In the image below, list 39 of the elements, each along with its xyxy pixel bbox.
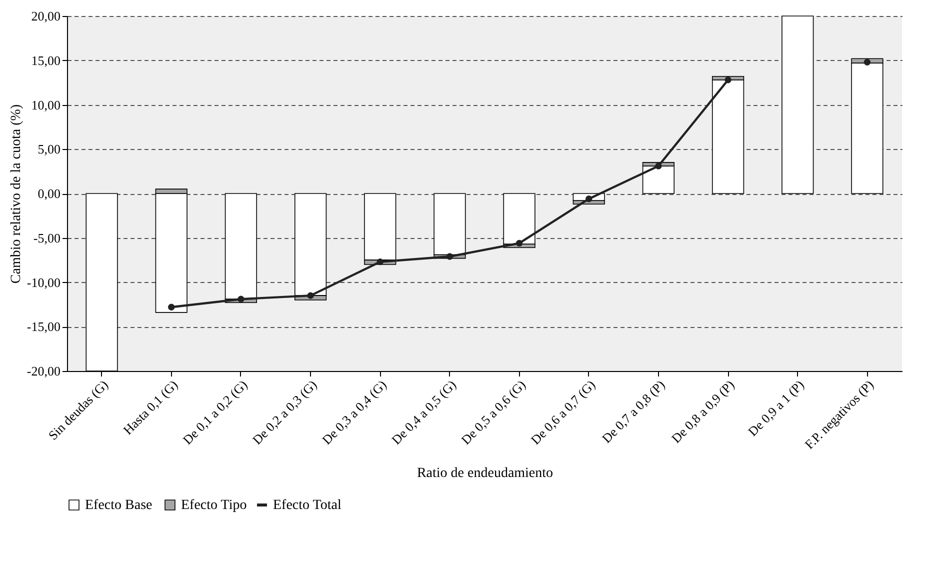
point [446,253,454,260]
y-tick-label: -10,00 [26,274,60,290]
y-tick-label: -15,00 [26,319,60,334]
point [586,195,592,202]
bar [224,193,258,300]
x-tick-label: De 0,4 a 0,5 (G) [388,377,459,448]
y-tick-label: 10,00 [31,97,60,112]
bar [434,193,466,256]
y-tick-label: -5,00 [33,230,60,246]
point [238,296,244,302]
point [376,258,384,266]
legend-label: Efecto Base [85,498,152,513]
x-tick-label: De 0,5 a 0,6 (G) [458,377,528,448]
point [724,76,732,84]
legend-label: Efecto Tipo [181,498,247,513]
x-axis-title: Ratio de endeudamiento [416,466,554,481]
point [307,292,314,299]
x-tick-label: De 0,3 a 0,4 (G) [318,377,390,448]
x-tick-label: De 0,7 a 0,8 (P) [598,377,668,446]
y-tick-label: 0,00 [38,186,60,201]
point [864,58,871,66]
bar [503,193,536,244]
x-tick-label: De 0,1 a 0,2 (G) [180,377,250,448]
x-tick-label: De 0,6 a 0,7 (G) [528,377,598,448]
bar [712,80,744,194]
x-tick-label: De 0,2 a 0,3 (G) [249,377,320,448]
y-axis-title: Cambio relativo de la cuota (%) [8,104,24,284]
point [655,162,662,170]
y-tick-label: 20,00 [31,8,60,24]
legend-label: Efecto Total [273,498,342,513]
y-tick-label: -20,00 [26,364,60,378]
y-tick-label: 15,00 [31,52,60,68]
x-tick-label: De 0,8 a 0,9 (P) [668,377,738,446]
x-tick-label: De 0,9 a 1 (P) [744,377,807,440]
bar [782,16,814,194]
bar [642,166,675,194]
point [168,304,175,310]
y-tick-label: 5,00 [38,142,60,157]
point [516,240,523,247]
